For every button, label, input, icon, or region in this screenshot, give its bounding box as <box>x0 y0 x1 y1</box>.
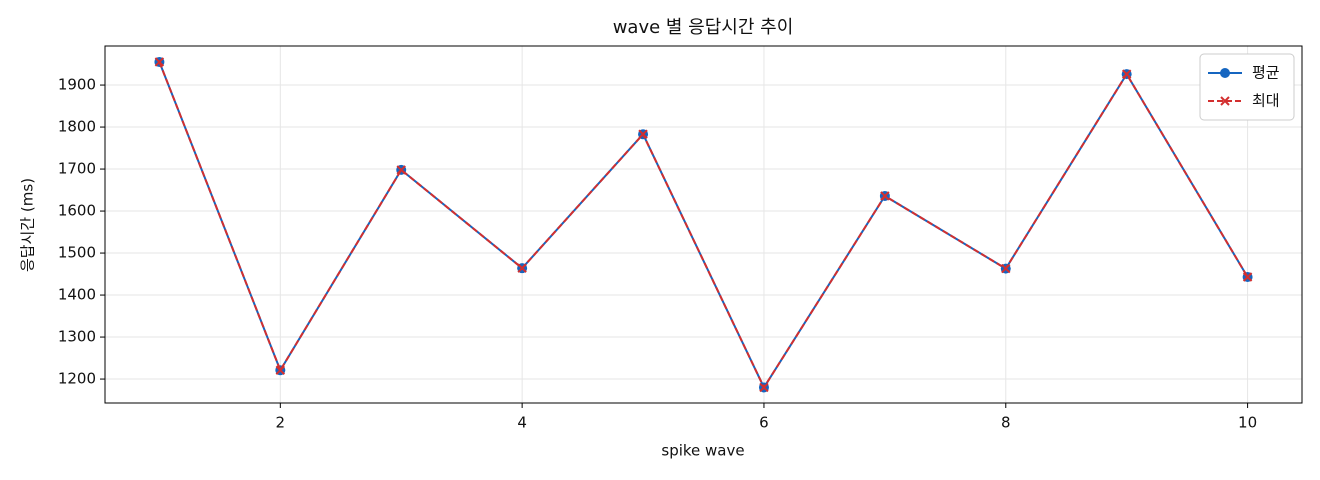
point <box>880 191 890 201</box>
y-tick-label: 1800 <box>58 118 96 136</box>
y-tick-label: 1300 <box>58 328 96 346</box>
point <box>1121 69 1132 79</box>
point <box>1001 263 1011 274</box>
x-tick-label: 6 <box>759 414 769 432</box>
legend-marker <box>1220 96 1230 106</box>
y-tick-label: 1700 <box>58 160 96 178</box>
y-tick-label: 1400 <box>58 286 96 304</box>
legend-label: 평균 <box>1252 64 1280 82</box>
point <box>759 382 769 393</box>
point <box>517 263 527 273</box>
point <box>638 129 648 139</box>
y-tick-label: 1500 <box>58 244 96 262</box>
series-line <box>158 61 1249 390</box>
point <box>1242 272 1253 282</box>
point <box>154 57 165 67</box>
x-tick-label: 4 <box>517 414 527 432</box>
x-tick-label: 2 <box>276 414 286 432</box>
point <box>275 365 286 375</box>
y-tick-label: 1600 <box>58 202 96 220</box>
legend-marker <box>1220 68 1230 78</box>
x-axis-label: spike wave <box>661 442 744 460</box>
chart-title: wave 별 응답시간 추이 <box>613 17 794 38</box>
legend-box <box>1199 53 1295 121</box>
x-tick-label: 10 <box>1238 414 1257 432</box>
y-tick-label: 1900 <box>58 76 96 94</box>
point <box>396 165 406 175</box>
y-tick-label: 1200 <box>58 370 96 388</box>
legend-label: 최대 <box>1252 92 1280 110</box>
x-tick-label: 8 <box>1001 414 1011 432</box>
series-line <box>158 61 1249 390</box>
y-axis-label: 응답시간 (ms) <box>19 178 37 272</box>
plot-frame <box>104 45 1303 404</box>
